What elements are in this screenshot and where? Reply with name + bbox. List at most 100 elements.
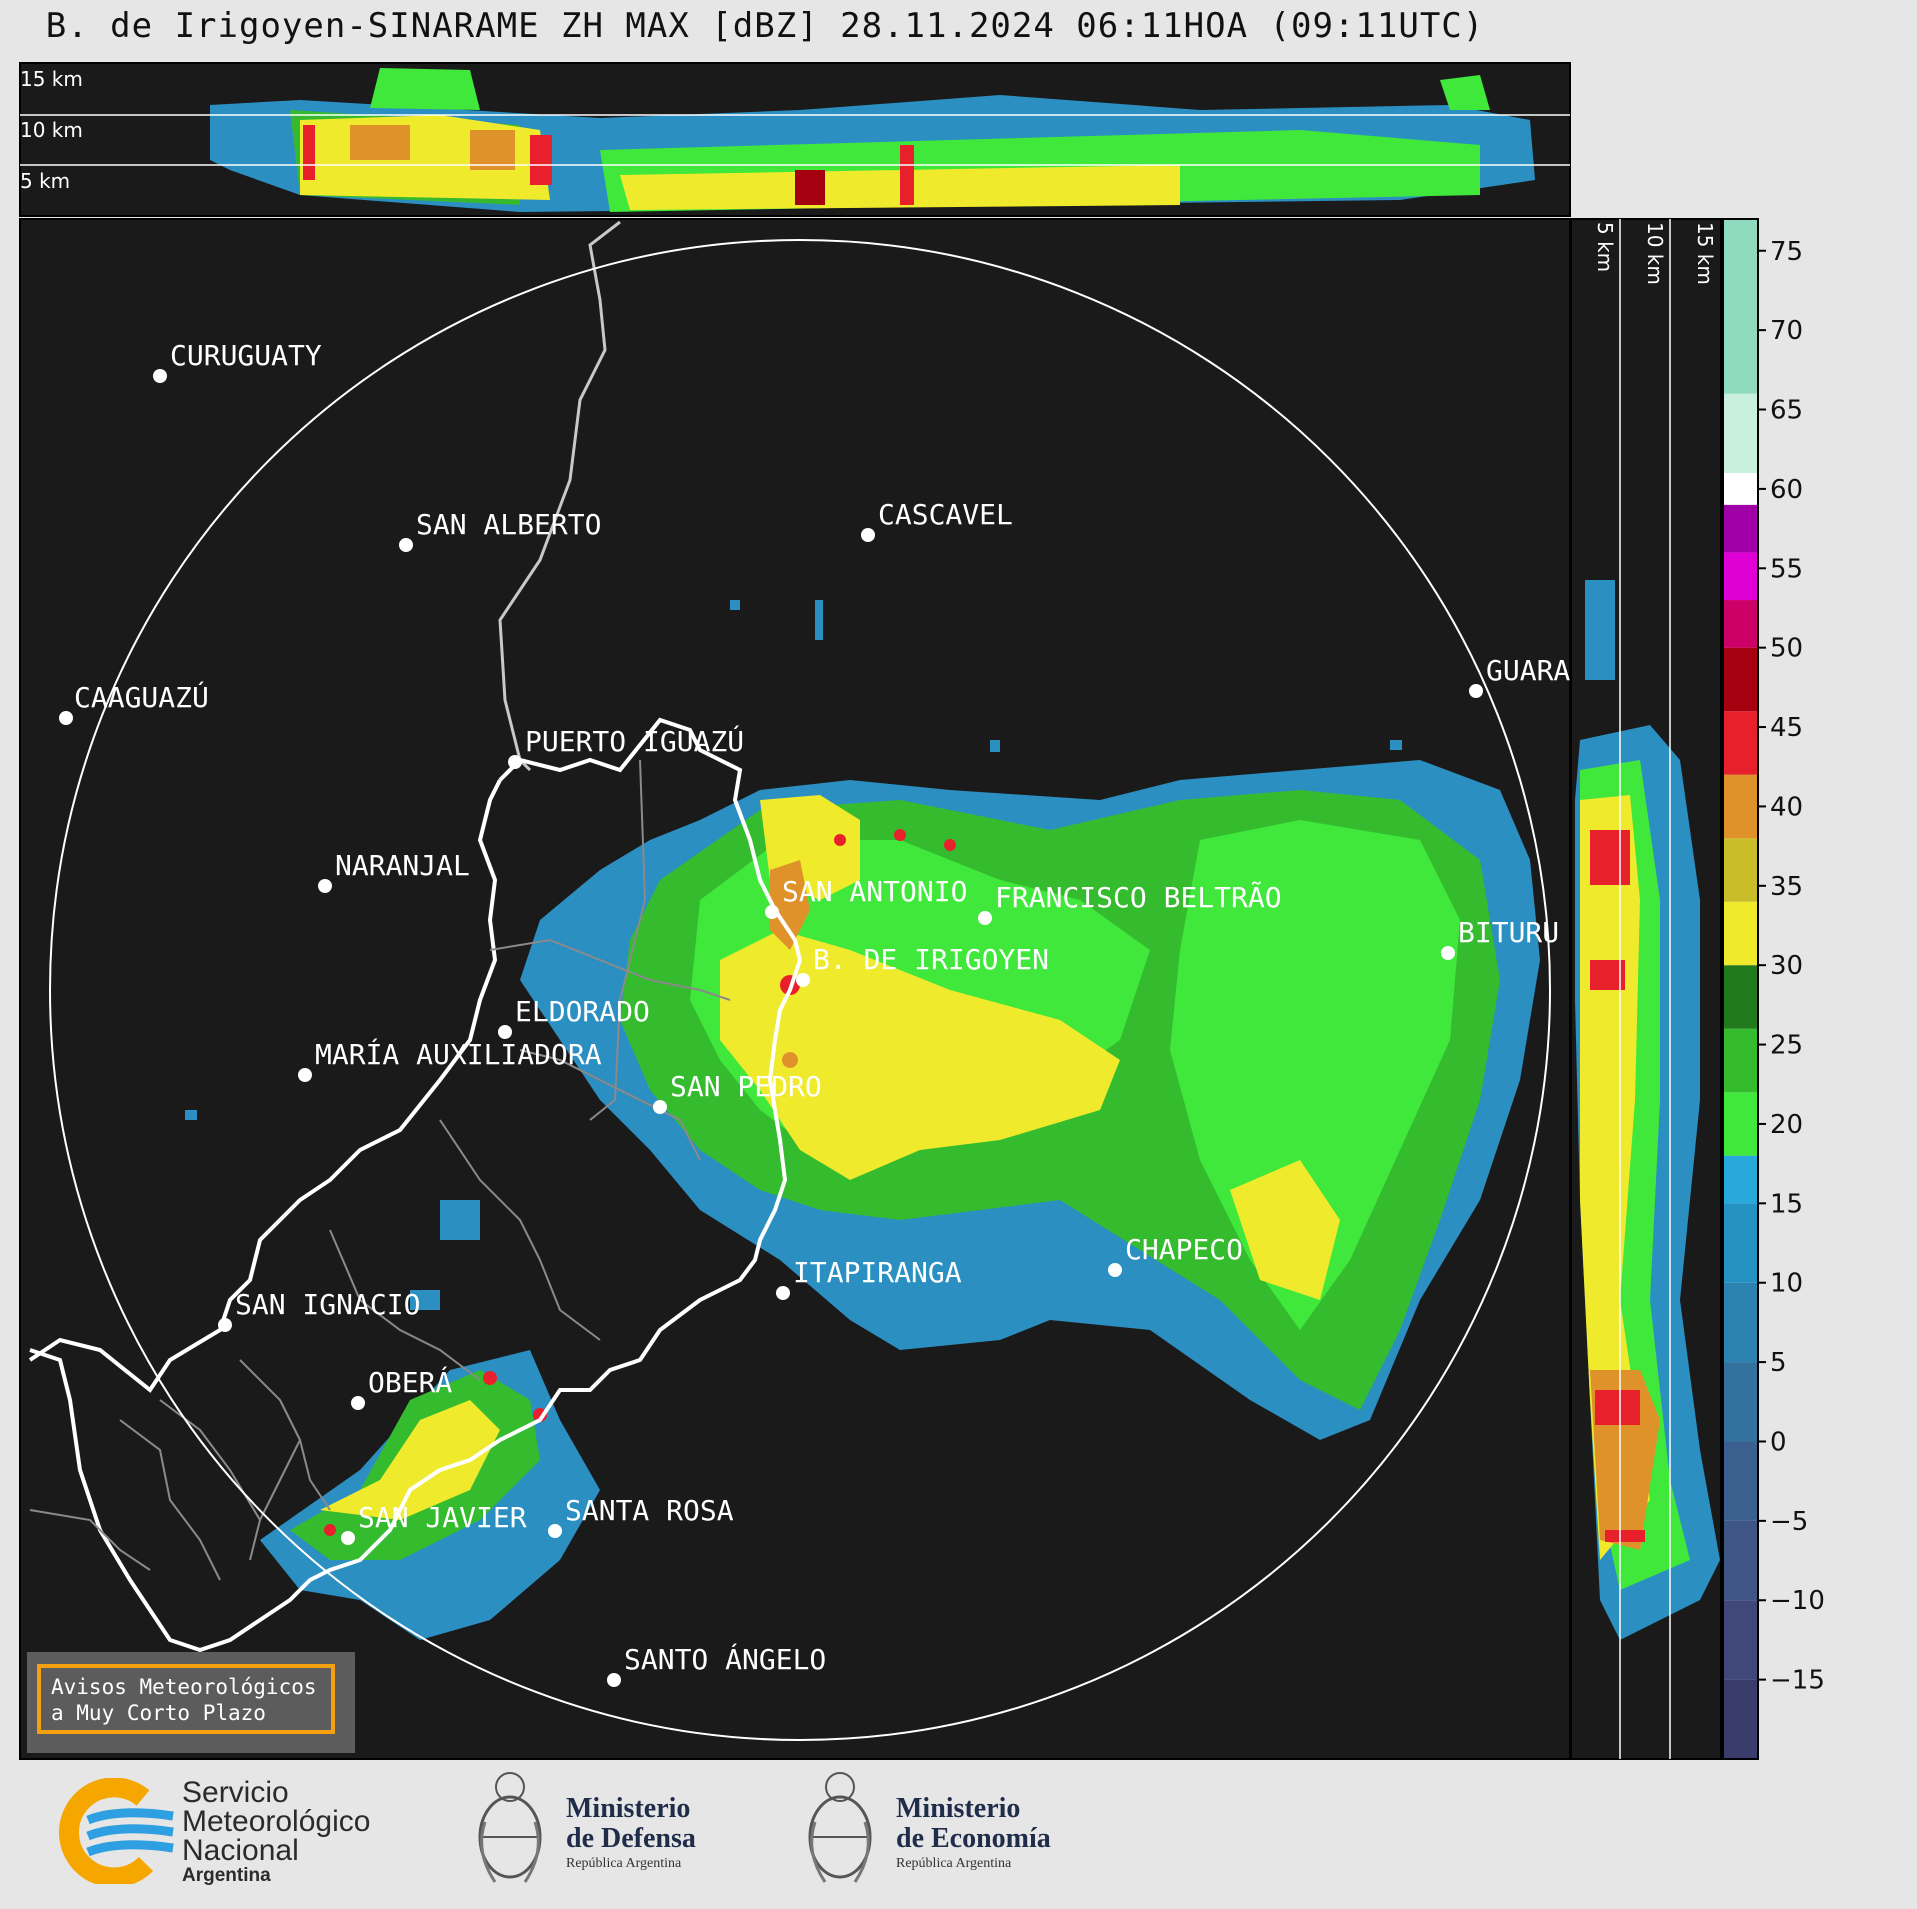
colorbar-tick-label: 40: [1770, 792, 1803, 822]
city-label-mari-a-auxiliadora: MARÍA AUXILIADORA: [315, 1037, 602, 1071]
side-height-label-10: 10 km: [1643, 222, 1667, 285]
range-ring: [49, 239, 1551, 1741]
colorbar-segment: [1723, 1155, 1758, 1204]
smn-line-3: Nacional: [182, 1834, 299, 1867]
city-marker-eldorado: [498, 1025, 512, 1039]
city-marker-cascavel: [861, 528, 875, 542]
economia-coat-of-arms-icon: [808, 1772, 872, 1883]
colorbar-tick-label: −5: [1770, 1507, 1808, 1537]
colorbar-segment: [1723, 901, 1758, 966]
colorbar-segment: [1723, 1441, 1758, 1521]
colorbar-frame: [1722, 218, 1759, 1760]
economia-line-3: República Argentina: [896, 1856, 1012, 1871]
city-marker-guara: [1469, 684, 1483, 698]
city-marker-caaguazu: [59, 711, 73, 725]
economia-line-1: Ministerio: [896, 1793, 1021, 1824]
colorbar-tick-label: 70: [1770, 316, 1803, 346]
colorbar-segment: [1723, 774, 1758, 839]
city-marker-santa-rosa: [548, 1524, 562, 1538]
side-height-label-15: 15 km: [1693, 222, 1717, 285]
alert-line-2: a Muy Corto Plazo: [51, 1701, 266, 1725]
city-label-bituru: BITURU: [1458, 916, 1559, 949]
city-marker-itapiranga: [776, 1286, 790, 1300]
defensa-coat-of-arms-icon: [478, 1772, 542, 1883]
city-label-san-ignacio: SAN IGNACIO: [235, 1288, 420, 1321]
smn-line-4: Argentina: [182, 1865, 271, 1886]
colorbar-tick-label: 30: [1770, 951, 1803, 981]
side-height-label-5: 5 km: [1593, 222, 1617, 272]
city-marker-san-pedro: [653, 1100, 667, 1114]
city-label-guara: GUARA: [1486, 654, 1570, 687]
province-borders: [29, 759, 731, 1581]
side-cross-section-panel: 5 km 10 km 15 km: [1570, 218, 1722, 1760]
colorbar-tick-label: −15: [1770, 1666, 1825, 1696]
reflectivity-echoes: [185, 600, 1540, 1640]
colorbar-segment: [1723, 1092, 1758, 1156]
smn-logo-text: Servicio Meteorológico Nacional Argentin…: [182, 1778, 370, 1887]
colorbar-segment: [1723, 600, 1758, 648]
smn-line-1: Servicio: [182, 1776, 289, 1809]
economia-line-2: de Economía: [896, 1823, 1051, 1854]
city-marker-san-ignacio: [218, 1318, 232, 1332]
colorbar-segment: [1723, 1600, 1758, 1680]
city-label-chapeco: CHAPECO: [1125, 1233, 1243, 1266]
defensa-line-3: República Argentina: [566, 1856, 682, 1871]
colorbar-segment: [1723, 647, 1758, 712]
city-marker-francisco-beltra-o: [978, 911, 992, 925]
city-label-san-javier: SAN JAVIER: [358, 1501, 527, 1534]
side-cross-section-echo: [1575, 580, 1720, 1640]
defensa-logo-text: Ministerio de Defensa República Argentin…: [566, 1794, 696, 1874]
colorbar-tick-label: 35: [1770, 872, 1803, 902]
colorbar-segment: [1723, 965, 1758, 1029]
colorbar-segment: [1723, 1679, 1758, 1759]
top-cross-section-panel: 15 km 10 km 5 km: [19, 62, 1571, 217]
city-marker-bituru: [1441, 946, 1455, 960]
colorbar-tick-label: 25: [1770, 1031, 1803, 1061]
colorbar-tick-label: 5: [1770, 1348, 1787, 1378]
city-marker-san-javier: [341, 1531, 355, 1545]
map-title: B. de Irigoyen-SINARAME ZH MAX [dBZ] 28.…: [45, 6, 1485, 46]
colorbar-tick-label: 10: [1770, 1269, 1803, 1299]
alert-button[interactable]: Avisos Meteorológicos a Muy Corto Plazo: [27, 1652, 355, 1753]
economia-logo-text: Ministerio de Economía República Argenti…: [896, 1794, 1051, 1874]
alert-line-1: Avisos Meteorológicos: [51, 1675, 317, 1699]
colorbar-segment: [1723, 711, 1758, 775]
colorbar-tick-label: 45: [1770, 713, 1803, 743]
city-label-caaguazu: CAAGUAZÚ: [74, 680, 209, 714]
city-label-puerto-iguazu: PUERTO IGUAZÚ: [525, 724, 744, 758]
city-marker-santo-a-ngelo: [607, 1673, 621, 1687]
city-marker-b-de-irigoyen: [796, 973, 810, 987]
city-marker-naranjal: [318, 879, 332, 893]
colorbar-segment: [1723, 504, 1758, 553]
city-markers: CURUGUATY SAN ALBERTO CASCAVEL CAAGUAZÚ GUAR…: [59, 339, 1570, 1687]
top-height-label-15: 15 km: [20, 67, 83, 91]
city-label-b-de-irigoyen: B. DE IRIGOYEN: [813, 943, 1049, 976]
alert-box-border: Avisos Meteorológicos a Muy Corto Plazo: [37, 1664, 335, 1734]
city-label-itapiranga: ITAPIRANGA: [793, 1256, 962, 1289]
colorbar-segment: [1723, 1362, 1758, 1442]
colorbar-segment: [1723, 552, 1758, 601]
colorbar-segment: [1723, 1203, 1758, 1283]
city-label-naranjal: NARANJAL: [335, 849, 470, 882]
city-marker-san-alberto: [399, 538, 413, 552]
city-label-santa-rosa: SANTA ROSA: [565, 1494, 734, 1527]
colorbar-tick-label: 75: [1770, 237, 1803, 267]
colorbar-tick-label: 50: [1770, 634, 1803, 664]
colorbar-segment: [1723, 393, 1758, 474]
colorbar-tick-label: 15: [1770, 1189, 1803, 1219]
city-marker-obera: [351, 1396, 365, 1410]
city-label-san-antonio: SAN ANTONIO: [782, 875, 967, 908]
radar-map-panel: CURUGUATY SAN ALBERTO CASCAVEL CAAGUAZÚ GUAR…: [19, 218, 1571, 1760]
colorbar-segment: [1723, 219, 1758, 394]
city-label-francisco-beltra-o: FRANCISCO BELTRÃO: [995, 881, 1282, 914]
city-label-san-alberto: SAN ALBERTO: [416, 508, 601, 541]
smn-logo-icon: [59, 1778, 174, 1884]
colorbar-tick-label: 55: [1770, 554, 1803, 584]
city-label-eldorado: ELDORADO: [515, 995, 650, 1028]
colorbar-tick-label: −10: [1770, 1586, 1825, 1616]
city-label-cascavel: CASCAVEL: [878, 498, 1013, 531]
defensa-line-1: Ministerio: [566, 1793, 691, 1824]
colorbar-segment: [1723, 1282, 1758, 1363]
city-label-santo-a-ngelo: SANTO ÁNGELO: [624, 1642, 826, 1676]
colorbar-tick-label: 65: [1770, 396, 1803, 426]
